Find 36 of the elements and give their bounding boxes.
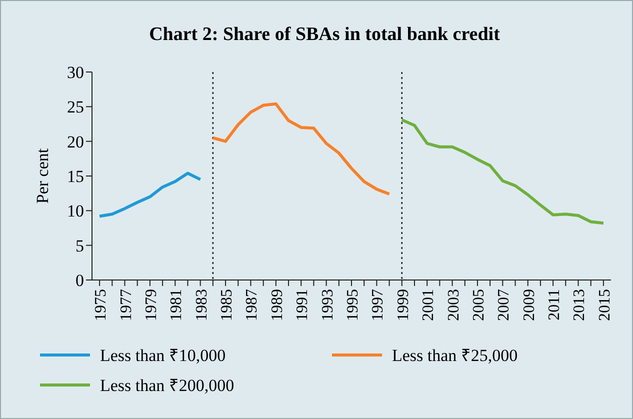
y-axis-title: Per cent: [33, 148, 52, 204]
legend-label: Less than ₹25,000: [392, 346, 518, 365]
x-tick-label: 1995: [344, 289, 362, 321]
line-series: [211, 102, 391, 196]
legend-label: Less than ₹200,000: [100, 376, 234, 395]
y-tick-label: 25: [67, 98, 84, 117]
y-tick-label: 30: [67, 62, 84, 82]
x-tick-label: 2005: [470, 289, 488, 321]
y-tick-label: 5: [76, 236, 84, 256]
x-tick-label: 2015: [596, 289, 614, 321]
x-tick-label: 1987: [244, 289, 261, 321]
x-tick-label: 1989: [268, 289, 286, 321]
x-tick-label: 1983: [193, 289, 210, 321]
y-tick-label: 10: [67, 202, 84, 221]
x-tick-label: 2007: [496, 289, 513, 321]
y-tick-label: 0: [76, 270, 84, 290]
x-tick-label: 1985: [218, 289, 236, 321]
y-tick-label: 20: [67, 132, 84, 152]
x-tick-label: 2013: [571, 289, 588, 321]
line-series: [98, 172, 202, 218]
x-tick-label: 1975: [92, 289, 110, 321]
x-tick-label: 1981: [168, 289, 186, 321]
x-tick-label: 2009: [520, 289, 538, 321]
chart-title: Chart 2: Share of SBAs in total bank credit: [149, 24, 501, 45]
x-tick-label: 1993: [319, 289, 336, 321]
x-tick-label: 2001: [420, 289, 438, 321]
x-tick-label: 1977: [118, 289, 135, 321]
x-tick-label: 1997: [370, 289, 387, 321]
x-tick-label: 2003: [445, 289, 462, 321]
x-tick-label: 1999: [394, 289, 412, 321]
line-series: [400, 118, 605, 225]
y-tick-label: 15: [67, 166, 84, 186]
x-tick-label: 1991: [294, 289, 312, 321]
x-tick-label: 1979: [142, 289, 160, 321]
legend-label: Less than ₹10,000: [100, 346, 226, 365]
x-tick-label: 2011: [546, 289, 564, 320]
